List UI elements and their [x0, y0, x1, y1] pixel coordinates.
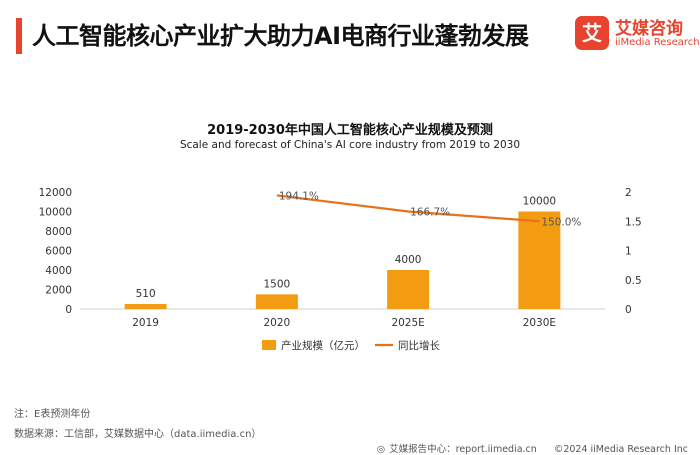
y-left-tick-label: 10000 [39, 207, 72, 219]
data-source: 数据来源：工信部，艾媒数据中心（data.iimedia.cn） [14, 429, 262, 440]
chart-subtitle: Scale and forecast of China's AI core in… [179, 139, 521, 151]
bar [255, 294, 298, 309]
bar-value-label: 1500 [264, 278, 291, 290]
y-right-tick-label: 0.5 [625, 275, 642, 287]
bar-value-label: 510 [136, 288, 156, 300]
bar [387, 270, 430, 309]
y-left-tick-label: 6000 [45, 246, 72, 258]
page-title: 人工智能核心产业扩大助力AI电商行业蓬勃发展 [32, 22, 529, 50]
line-value-label: 194.1% [279, 190, 319, 202]
x-tick-label: 2030E [523, 317, 556, 329]
legend-bar-swatch [262, 340, 276, 350]
report-center-link[interactable]: 艾媒报告中心：report.iimedia.cn [389, 444, 537, 455]
report-center-icon: ◎ [376, 444, 386, 455]
chart-title: 2019-2030年中国人工智能核心产业规模及预测 [207, 123, 493, 138]
title-accent-bar [16, 18, 22, 54]
line-value-label: 150.0% [541, 216, 581, 228]
bar-value-label: 10000 [523, 196, 556, 208]
y-left-tick-label: 4000 [45, 265, 72, 277]
y-right-tick-label: 1 [625, 246, 632, 258]
x-tick-label: 2019 [132, 317, 159, 329]
y-right-tick-label: 1.5 [625, 216, 642, 228]
y-left-tick-label: 0 [65, 304, 72, 316]
logo-name-cn: 艾媒咨询 [615, 19, 683, 39]
y-left-tick-label: 2000 [45, 285, 72, 297]
chart-note: 注：E表预测年份 [14, 409, 91, 420]
x-tick-label: 2020 [264, 317, 291, 329]
bar [124, 304, 167, 309]
footer: ◎ 艾媒报告中心：report.iimedia.cn ©2024 iiMedia … [373, 441, 688, 455]
legend-line-label: 同比增长 [398, 339, 440, 352]
legend-bar-label: 产业规模（亿元） [281, 339, 365, 352]
y-right-tick-label: 0 [625, 304, 632, 316]
y-left-tick-label: 8000 [45, 226, 72, 238]
brand-logo: 艾 艾媒咨询 iiMedia Research [575, 14, 700, 54]
copyright-text: ©2024 iiMedia Research Inc [553, 444, 688, 455]
line-value-label: 166.7% [410, 206, 450, 218]
growth-line [276, 194, 540, 223]
y-right-tick-label: 2 [625, 187, 632, 199]
x-tick-label: 2025E [391, 317, 424, 329]
bar [518, 211, 561, 309]
logo-name-en: iiMedia Research [615, 37, 700, 48]
logo-mark-icon: 艾 [575, 16, 609, 50]
bar-value-label: 4000 [395, 254, 422, 266]
y-left-tick-label: 12000 [39, 187, 72, 199]
